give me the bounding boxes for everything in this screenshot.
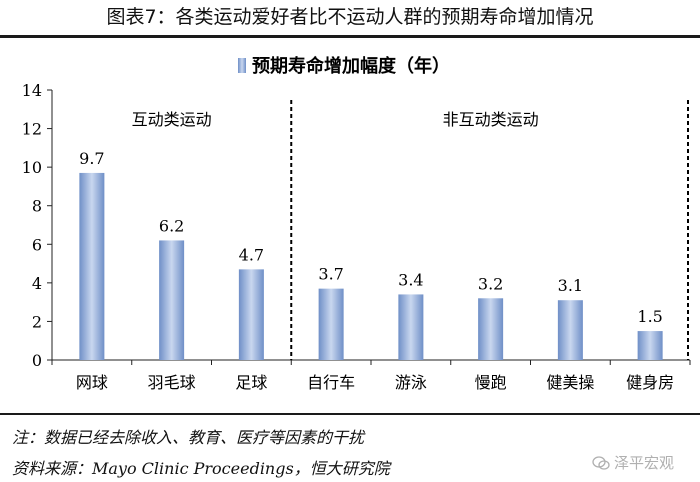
y-tick-label: 0 bbox=[32, 351, 42, 370]
legend-label: 预期寿命增加幅度（年） bbox=[252, 55, 450, 77]
chart-legend: 预期寿命增加幅度（年） bbox=[238, 55, 450, 77]
source-text: 资料来源：Mayo Clinic Proceedings，恒大研究院 bbox=[12, 459, 390, 478]
x-tick-label: 网球 bbox=[76, 373, 108, 392]
x-tick-label: 慢跑 bbox=[475, 373, 507, 392]
bar-2 bbox=[238, 269, 264, 360]
group-dividers bbox=[290, 100, 689, 360]
x-tick-label: 自行车 bbox=[307, 373, 355, 392]
y-tick-label: 6 bbox=[32, 235, 42, 254]
wechat-icon bbox=[592, 455, 610, 470]
data-label: 6.2 bbox=[159, 216, 184, 235]
figure-title: 图表7：各类运动爱好者比不运动人群的预期寿命增加情况 bbox=[106, 6, 594, 28]
data-label: 1.5 bbox=[637, 307, 662, 326]
watermark-text: 泽平宏观 bbox=[614, 454, 675, 472]
data-label: 3.1 bbox=[558, 276, 583, 295]
group-label: 互动类运动 bbox=[132, 110, 212, 129]
note-text: 注：数据已经去除收入、教育、医疗等因素的干扰 bbox=[12, 428, 365, 447]
x-tick-label: 羽毛球 bbox=[148, 373, 196, 392]
bar-4 bbox=[398, 294, 424, 360]
group-labels: 互动类运动 非互动类运动 bbox=[132, 110, 539, 129]
bars bbox=[79, 172, 663, 360]
data-label: 3.4 bbox=[398, 270, 423, 289]
x-tick-label: 健美操 bbox=[546, 373, 594, 392]
y-tick-label: 2 bbox=[32, 312, 42, 331]
data-label: 4.7 bbox=[239, 245, 264, 264]
bar-5 bbox=[478, 298, 504, 360]
y-tick-label: 4 bbox=[32, 274, 42, 293]
x-tick-label: 健身房 bbox=[626, 373, 674, 392]
axes bbox=[47, 89, 691, 365]
bar-6 bbox=[557, 300, 583, 360]
watermark: 泽平宏观 bbox=[592, 452, 674, 473]
bar-chart: 预期寿命增加幅度（年） 互动类运动 非互动类运动 9.7 6.2 4.7 3.7 3.4 3… bbox=[22, 55, 691, 392]
bar-0 bbox=[79, 172, 105, 360]
data-label: 3.7 bbox=[318, 265, 343, 284]
group-label: 非互动类运动 bbox=[443, 110, 539, 129]
title-rule bbox=[0, 35, 700, 38]
bar-7 bbox=[637, 331, 663, 360]
footer-rule bbox=[0, 413, 700, 415]
legend-swatch bbox=[238, 58, 246, 73]
bar-1 bbox=[159, 240, 185, 360]
x-tick-label: 游泳 bbox=[395, 373, 427, 392]
y-tick-label: 12 bbox=[22, 120, 42, 139]
bar-3 bbox=[318, 288, 344, 360]
x-tick-labels: 网球 羽毛球 足球 自行车 游泳 慢跑 健美操 健身房 bbox=[76, 373, 674, 392]
y-tick-labels: 0 2 4 6 8 10 12 14 bbox=[22, 81, 42, 370]
data-label: 9.7 bbox=[79, 149, 104, 168]
y-tick-label: 14 bbox=[22, 81, 42, 100]
y-tick-label: 8 bbox=[32, 197, 42, 216]
data-labels: 9.7 6.2 4.7 3.7 3.4 3.2 3.1 1.5 bbox=[79, 149, 663, 326]
x-tick-label: 足球 bbox=[235, 373, 267, 392]
y-tick-label: 10 bbox=[22, 158, 42, 177]
data-label: 3.2 bbox=[478, 274, 503, 293]
